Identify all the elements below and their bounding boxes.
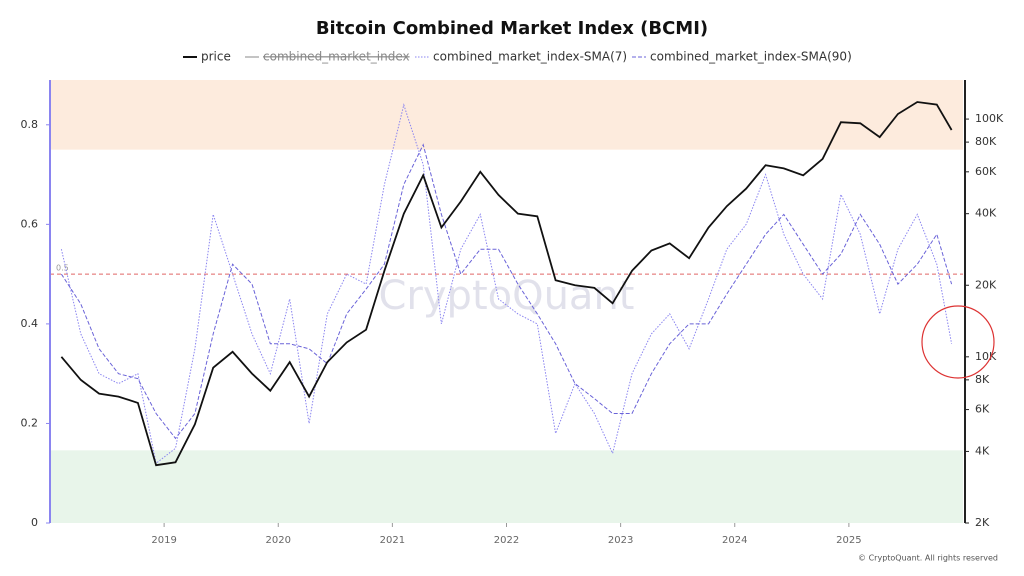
y2-tick-label: 4K	[975, 444, 990, 457]
y-tick-label: 0.4	[21, 317, 39, 330]
y2-tick-label: 2K	[975, 516, 990, 529]
legend-label[interactable]: price	[201, 50, 231, 64]
legend-label[interactable]: combined_market_index	[263, 50, 410, 64]
y2-tick-label: 8K	[975, 373, 990, 386]
threshold-label: 0.5	[56, 264, 69, 273]
x-tick-label: 2020	[266, 535, 291, 546]
series-line	[60, 143, 953, 440]
chart-title: Bitcoin Combined Market Index (BCMI)	[316, 18, 708, 39]
y2-tick-label: 20K	[975, 278, 997, 291]
watermark: CryptoQuant	[379, 273, 635, 319]
y2-tick-label: 60K	[975, 165, 997, 178]
y2-tick-label: 40K	[975, 207, 997, 220]
y2-tick-label: 80K	[975, 135, 997, 148]
x-tick-label: 2025	[836, 535, 861, 546]
annotation-circle	[921, 305, 995, 379]
x-tick-label: 2019	[151, 535, 176, 546]
y-tick-label: 0.2	[21, 416, 39, 429]
series-line	[60, 101, 953, 467]
x-tick-label: 2023	[608, 535, 633, 546]
y-tick-label: 0.8	[21, 118, 39, 131]
zone	[50, 80, 963, 150]
x-tick-label: 2021	[380, 535, 405, 546]
y-tick-label: 0	[31, 516, 38, 529]
x-tick-label: 2022	[494, 535, 519, 546]
y2-tick-label: 10K	[975, 350, 997, 363]
x-tick-label: 2024	[722, 535, 747, 546]
legend-label[interactable]: combined_market_index-SMA(90)	[650, 50, 852, 64]
y2-tick-label: 100K	[975, 112, 1004, 125]
zone	[50, 450, 963, 523]
legend-label[interactable]: combined_market_index-SMA(7)	[433, 50, 627, 64]
series-line	[60, 103, 953, 465]
y2-tick-label: 6K	[975, 403, 990, 416]
y-tick-label: 0.6	[21, 217, 39, 230]
credit: © CryptoQuant. All rights reserved	[858, 554, 998, 563]
